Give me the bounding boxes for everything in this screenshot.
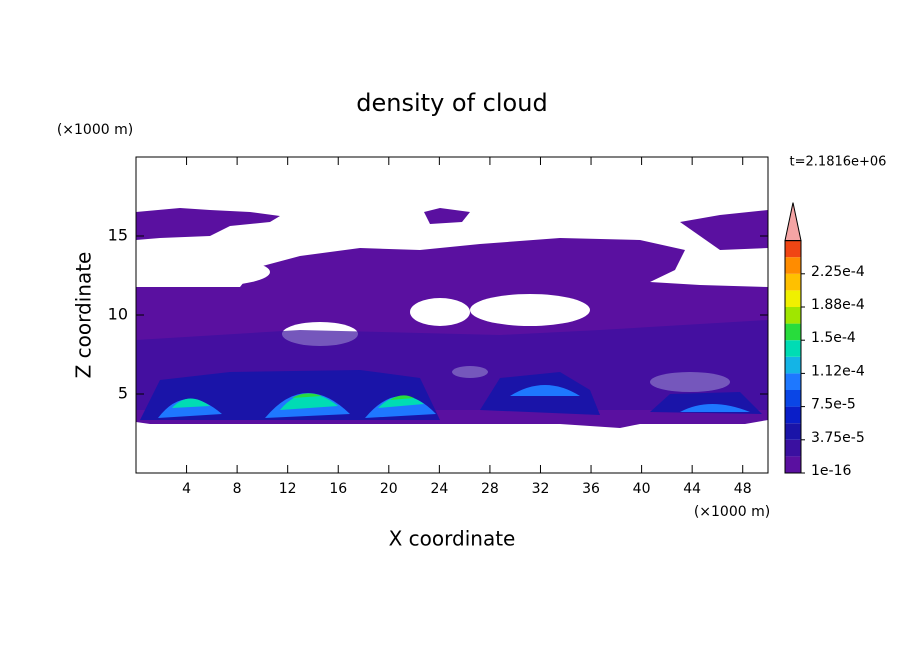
colorbar-band xyxy=(785,307,801,324)
colorbar-band xyxy=(785,257,801,274)
chart-title: density of cloud xyxy=(356,89,547,117)
colorbar-band xyxy=(785,323,801,341)
colorbar-tick-label: 1.12e-4 xyxy=(811,363,865,379)
colorbar-tick-label: 2.25e-4 xyxy=(811,264,865,280)
contour-hole xyxy=(410,298,470,326)
contour-region xyxy=(136,208,280,240)
y-tick-label: 10 xyxy=(108,305,128,324)
x-tick-label: 12 xyxy=(279,481,297,497)
x-tick-label: 36 xyxy=(582,481,600,497)
contour-region xyxy=(292,393,414,400)
colorbar-band xyxy=(785,406,801,424)
y-tick-label: 5 xyxy=(118,384,128,403)
y-axis-label: Z coordinate xyxy=(72,252,96,379)
time-label: t=2.1816e+06 xyxy=(790,155,887,170)
x-tick-label: 16 xyxy=(329,481,347,497)
x-tick-label: 44 xyxy=(683,481,701,497)
colorbar-band xyxy=(785,390,801,407)
x-tick-label: 32 xyxy=(532,481,550,497)
x-tick-label: 4 xyxy=(182,481,191,497)
contour-field xyxy=(136,208,768,428)
colorbar-band xyxy=(785,423,801,440)
x-tick-label: 20 xyxy=(380,481,398,497)
colorbar-tick-label: 1e-16 xyxy=(811,463,851,479)
x-tick-label: 48 xyxy=(734,481,752,497)
colorbar-band xyxy=(785,356,801,374)
colorbar-tick-label: 3.75e-5 xyxy=(811,430,865,446)
colorbar-band xyxy=(785,340,801,357)
colorbar-band xyxy=(785,439,801,457)
y-unit: (×1000 m) xyxy=(57,122,133,138)
contour-region xyxy=(680,210,768,250)
contour-region xyxy=(158,385,750,418)
colorbar-tick-label: 7.5e-5 xyxy=(811,397,856,413)
colorbar-extend xyxy=(784,202,802,242)
colorbar-band xyxy=(785,373,801,390)
x-unit: (×1000 m) xyxy=(694,504,770,520)
contour-hole xyxy=(150,258,270,286)
contour-region xyxy=(424,208,470,224)
x-tick-label: 40 xyxy=(633,481,651,497)
x-axis-label: X coordinate xyxy=(389,527,516,551)
contour-region xyxy=(140,370,440,420)
y-tick-label: 15 xyxy=(108,226,128,245)
colorbar-tick-label: 1.88e-4 xyxy=(811,297,865,313)
colorbar-band xyxy=(785,240,801,258)
x-tick-label: 24 xyxy=(430,481,448,497)
colorbar-band xyxy=(785,273,801,291)
contour-region xyxy=(172,393,424,410)
colorbar-band xyxy=(785,456,801,473)
colorbar-frame xyxy=(784,240,802,474)
x-tick-label: 8 xyxy=(233,481,242,497)
x-tick-label: 28 xyxy=(481,481,499,497)
colorbar-band xyxy=(785,290,801,307)
colorbar-tick-label: 1.5e-4 xyxy=(811,330,856,346)
contour-hole xyxy=(470,294,590,326)
